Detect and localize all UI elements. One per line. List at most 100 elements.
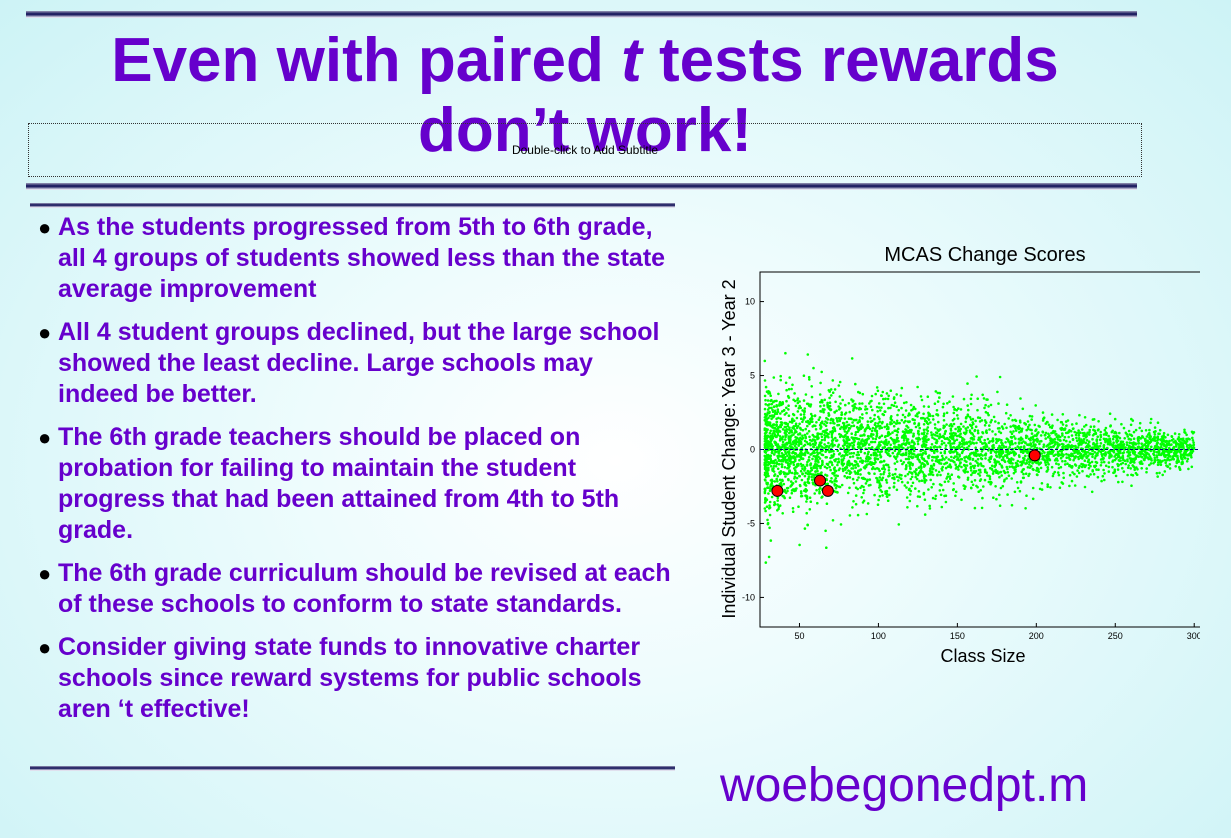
cloud-point xyxy=(913,421,916,425)
cloud-point xyxy=(1177,436,1181,439)
cloud-point xyxy=(996,470,999,473)
cloud-point xyxy=(1186,444,1189,447)
cloud-point xyxy=(938,433,942,436)
cloud-point xyxy=(973,454,977,457)
cloud-point xyxy=(1140,467,1143,470)
cloud-point xyxy=(963,459,967,462)
cloud-point xyxy=(1099,433,1102,437)
cloud-point xyxy=(905,401,908,404)
cloud-point xyxy=(767,468,770,472)
cloud-point xyxy=(1141,462,1144,465)
cloud-point xyxy=(813,492,816,495)
cloud-point xyxy=(923,431,926,434)
cloud-point xyxy=(845,420,849,424)
cloud-point xyxy=(860,423,863,426)
cloud-point xyxy=(873,413,876,417)
cloud-point xyxy=(779,421,783,424)
cloud-point xyxy=(924,452,928,455)
cloud-point xyxy=(1179,449,1183,453)
cloud-point xyxy=(1106,438,1110,441)
cloud-point xyxy=(839,402,842,405)
cloud-point xyxy=(784,351,787,355)
cloud-point xyxy=(870,399,873,403)
cloud-point xyxy=(854,382,857,386)
cloud-point xyxy=(848,452,851,455)
cloud-point xyxy=(783,496,786,500)
cloud-point xyxy=(1091,469,1094,473)
cloud-point xyxy=(1009,414,1012,417)
cloud-point xyxy=(1068,484,1071,488)
cloud-point xyxy=(914,425,918,429)
cloud-point xyxy=(969,418,973,421)
cloud-point xyxy=(910,484,913,488)
cloud-point xyxy=(843,474,846,478)
cloud-point xyxy=(1057,466,1061,470)
cloud-point xyxy=(790,421,794,424)
cloud-point xyxy=(766,442,770,446)
cloud-point xyxy=(915,468,918,471)
cloud-point xyxy=(954,433,957,437)
bullet-item: ● The 6th grade teachers should be placed… xyxy=(38,422,678,546)
cloud-point xyxy=(905,424,908,428)
cloud-point xyxy=(1155,454,1159,457)
cloud-point xyxy=(1036,473,1039,477)
cloud-point xyxy=(960,498,963,502)
cloud-point xyxy=(768,506,772,509)
cloud-point xyxy=(1082,453,1086,456)
cloud-point xyxy=(818,486,822,490)
cloud-point xyxy=(839,427,842,430)
cloud-point xyxy=(880,434,884,437)
cloud-point xyxy=(1084,446,1088,449)
cloud-point xyxy=(856,513,860,517)
cloud-point xyxy=(1071,471,1074,474)
cloud-point xyxy=(1010,477,1013,480)
cloud-point xyxy=(785,399,788,403)
cloud-point xyxy=(768,435,772,439)
cloud-point xyxy=(1185,449,1188,452)
cloud-point xyxy=(843,424,846,427)
cloud-point xyxy=(997,402,1000,405)
cloud-point xyxy=(917,437,921,441)
cloud-point xyxy=(1074,433,1078,437)
cloud-point xyxy=(1037,461,1040,465)
cloud-point xyxy=(825,546,828,549)
cloud-point xyxy=(1161,435,1165,439)
cloud-point xyxy=(838,395,842,398)
cloud-point xyxy=(1170,443,1173,446)
cloud-point xyxy=(831,463,834,467)
cloud-point xyxy=(959,457,963,461)
cloud-point xyxy=(1153,433,1157,436)
cloud-point xyxy=(1018,489,1022,493)
cloud-point xyxy=(794,404,798,408)
cloud-point xyxy=(1014,465,1018,469)
cloud-point xyxy=(778,504,782,507)
cloud-point xyxy=(871,408,874,412)
cloud-point xyxy=(790,387,793,391)
cloud-point xyxy=(1061,423,1065,426)
cloud-point xyxy=(905,496,909,499)
cloud-point xyxy=(829,388,833,391)
cloud-point xyxy=(787,404,790,407)
highlight-point xyxy=(821,484,834,497)
cloud-point xyxy=(956,414,959,417)
cloud-point xyxy=(1070,444,1073,447)
cloud-point xyxy=(1166,443,1169,447)
subtitle-placeholder-box[interactable]: Double-click to Add Subtitle xyxy=(28,123,1142,177)
cloud-point xyxy=(1065,452,1068,456)
cloud-point xyxy=(764,498,767,501)
cloud-point xyxy=(907,455,911,458)
cloud-point xyxy=(1073,484,1077,487)
cloud-point xyxy=(1092,432,1096,436)
cloud-point xyxy=(942,414,946,418)
cloud-point xyxy=(1078,464,1081,468)
cloud-point xyxy=(996,390,999,394)
cloud-point xyxy=(903,484,907,487)
cloud-point xyxy=(847,417,851,420)
cloud-point xyxy=(905,464,908,467)
cloud-point xyxy=(966,426,970,429)
cloud-point xyxy=(1030,418,1033,421)
cloud-point xyxy=(782,453,786,457)
cloud-point xyxy=(1183,456,1187,460)
cloud-point xyxy=(803,453,807,457)
cloud-point xyxy=(977,463,980,466)
